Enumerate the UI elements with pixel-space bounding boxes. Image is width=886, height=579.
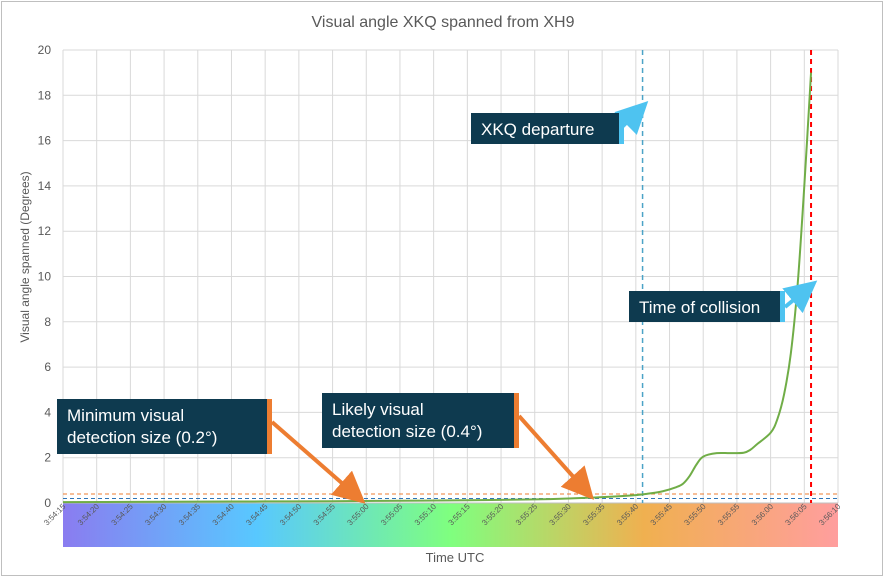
y-tick-label: 14 [38,179,52,193]
annotation-likely-line-2: detection size (0.4°) [332,422,483,441]
y-tick-label: 10 [38,270,52,284]
y-tick-label: 20 [38,43,52,57]
y-tick-label: 0 [44,496,51,510]
annotation-time-of-collision: Time of collision [629,291,785,322]
annotation-min-bar [267,399,272,454]
chart-title: Visual angle XKQ spanned from XH9 [312,14,575,31]
annotation-xkq-departure-text: XKQ departure [481,120,595,139]
annotation-xkq-departure: XKQ departure [471,113,624,144]
annotation-min-line-1: Minimum visual [67,406,185,425]
annotation-arrow-likely [517,414,594,500]
y-tick-label: 8 [44,315,51,329]
x-axis-label: Time UTC [426,550,485,565]
annotation-collision-text: Time of collision [639,298,761,317]
annotation-minimum-detection: Minimum visual detection size (0.2°) [57,399,272,454]
series-line-0 [62,72,813,504]
y-tick-label: 12 [38,224,52,238]
annotation-collision-bar [780,291,785,322]
y-tick-label: 4 [44,405,51,419]
y-tick-label: 16 [38,134,52,148]
annotation-likely-detection: Likely visual detection size (0.4°) [322,393,519,448]
y-tick-label: 18 [38,88,52,102]
annotation-arrow-collision [782,280,818,314]
y-tick-label: 2 [44,451,51,465]
annotation-likely-line-1: Likely visual [332,400,424,419]
y-axis-label: Visual angle spanned (Degrees) [18,171,32,342]
annotation-min-line-2: detection size (0.2°) [67,428,218,447]
y-tick-label: 6 [44,360,51,374]
x-axis-gradient-band [63,503,838,547]
annotation-arrow-min [270,420,366,504]
annotation-likely-bar [514,393,519,448]
annotation-xkq-bar [619,113,624,144]
